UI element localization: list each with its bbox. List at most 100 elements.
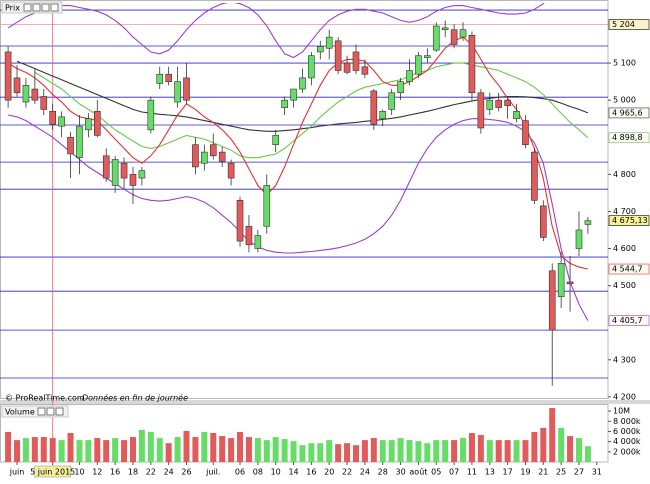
- candle-body: [486, 99, 494, 110]
- cursor-date-box: [34, 465, 72, 478]
- candle-body: [281, 99, 288, 108]
- volume-bar: [58, 440, 65, 462]
- y-tick-label: 8 000k: [613, 417, 641, 426]
- candle-body: [584, 220, 592, 225]
- candle-body: [147, 99, 155, 131]
- volume-bar: [522, 440, 529, 462]
- volume-bar: [183, 430, 190, 462]
- volume-bar: [433, 440, 440, 462]
- indicator-line: [34, 62, 589, 159]
- icon[interactable]: [23, 3, 32, 12]
- candle-body: [370, 90, 378, 125]
- candle-body: [352, 51, 360, 71]
- x-tick-label: 10: [271, 468, 281, 477]
- candle-body: [272, 135, 280, 145]
- candle-body: [40, 96, 48, 110]
- volume-bar: [335, 444, 342, 462]
- candle-body: [209, 144, 217, 157]
- volume-bar: [263, 440, 270, 462]
- value-box-label: 4 675,13: [612, 216, 648, 225]
- volume-bar: [308, 443, 315, 462]
- icon[interactable]: [41, 3, 50, 12]
- volume-bar: [504, 440, 511, 462]
- candle-body: [254, 235, 262, 249]
- volume-bar: [67, 432, 74, 462]
- x-tick-label: 28: [378, 468, 388, 477]
- candle-body: [557, 263, 565, 298]
- candle-body: [379, 111, 387, 120]
- x-tick-label: 16: [110, 468, 120, 477]
- price-frame: [0, 0, 609, 399]
- candle-body: [325, 36, 333, 49]
- volume-bar: [460, 438, 467, 462]
- icon[interactable]: [55, 407, 64, 416]
- volume-bar: [468, 432, 475, 462]
- candle-body: [477, 92, 485, 129]
- candle-body: [388, 92, 395, 110]
- x-tick-label: 13: [485, 468, 495, 477]
- indicator-line: [16, 60, 589, 132]
- x-tick-label: 24: [360, 468, 370, 477]
- note: Données en fin de journée: [82, 393, 188, 403]
- volume-bar: [531, 431, 538, 462]
- volume-bar: [210, 432, 217, 462]
- candle-body: [441, 27, 449, 31]
- candle-body: [513, 111, 520, 120]
- price-header: Prix: [1, 1, 63, 14]
- volume-bar: [31, 437, 38, 462]
- y-tick-label: 4 800: [613, 170, 636, 179]
- candle-body: [236, 200, 244, 242]
- x-tick-label: 25: [556, 468, 566, 477]
- volume-bar: [245, 437, 252, 462]
- volume-bar: [495, 440, 502, 462]
- volume-bar: [174, 437, 181, 462]
- volume-bar: [361, 440, 368, 462]
- x-tick-label: 26: [181, 468, 191, 477]
- candle-body: [299, 77, 306, 90]
- volume-bar: [424, 443, 431, 462]
- x-tick-label: 08: [253, 468, 263, 477]
- x-tick-label: 31: [592, 468, 602, 477]
- x-tick-label: 20: [324, 468, 334, 477]
- icon[interactable]: [37, 407, 46, 416]
- value-box: [608, 263, 650, 275]
- value-box-label: 5 204: [612, 20, 635, 29]
- candle-body: [522, 120, 529, 145]
- icon[interactable]: [46, 407, 55, 416]
- y-tick-label: 4 600: [613, 244, 636, 253]
- volume-bar: [549, 408, 556, 462]
- y-tick-label: 10M: [613, 407, 630, 416]
- y-tick-label: 4 000k: [613, 437, 641, 446]
- y-tick-label: 6 000k: [613, 427, 641, 436]
- candle-body: [111, 159, 119, 186]
- x-tick-label: juil.: [205, 468, 220, 477]
- candle-body: [575, 229, 583, 249]
- candle-body: [156, 73, 164, 84]
- candle-body: [183, 77, 190, 101]
- y-tick-label: 4 300: [613, 355, 636, 364]
- source: © ProRealTime.com: [5, 394, 85, 403]
- icon[interactable]: [32, 3, 41, 12]
- icon[interactable]: [50, 3, 59, 12]
- volume-bar: [486, 440, 493, 462]
- candle-body: [539, 205, 547, 238]
- candle-body: [263, 185, 271, 227]
- y-tick-label: 5 100: [613, 59, 636, 68]
- candle-body: [245, 225, 253, 246]
- volume-bar: [49, 438, 56, 462]
- volume-bar: [94, 438, 101, 462]
- candle-body: [308, 55, 315, 79]
- candle-body: [432, 25, 440, 51]
- price-title: Prix: [5, 4, 20, 13]
- volume-bar: [370, 438, 377, 462]
- candle-body: [468, 34, 476, 94]
- value-box-label: 4 544,7: [612, 265, 643, 274]
- volume-bar: [254, 438, 261, 462]
- volume-bar: [228, 438, 235, 462]
- volume-bar: [442, 440, 449, 462]
- volume-bar: [103, 440, 110, 462]
- volume-bar: [406, 440, 413, 462]
- volume-header: Volume: [1, 405, 69, 418]
- x-tick-label: 22: [342, 468, 352, 477]
